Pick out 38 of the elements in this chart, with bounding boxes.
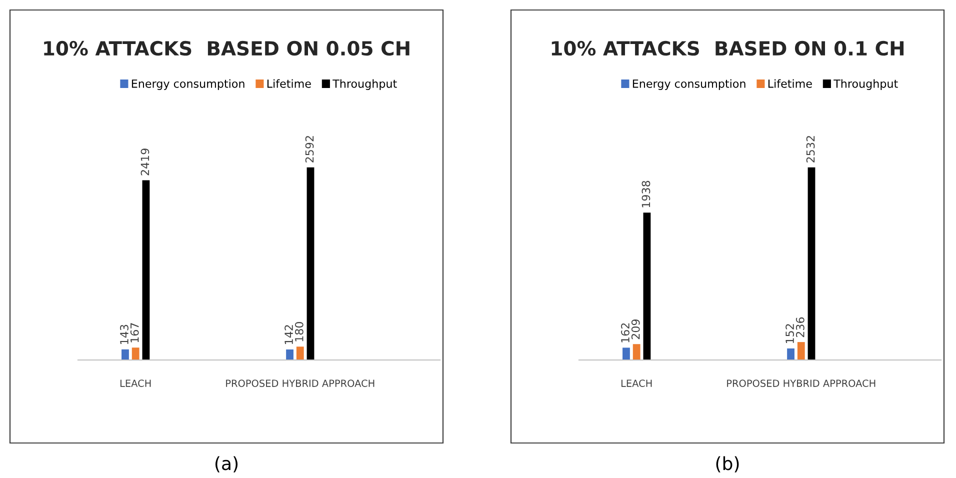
bar — [632, 344, 640, 360]
data-label: 180 — [294, 322, 304, 342]
legend-label: Lifetime — [267, 79, 311, 88]
data-label: 167 — [130, 323, 139, 342]
data-label: 2419 — [140, 148, 150, 176]
bar — [286, 349, 294, 360]
x-tick-label: LEACH — [120, 380, 151, 387]
bar — [808, 167, 816, 360]
bar — [787, 348, 794, 360]
bar — [142, 180, 150, 360]
chart-title: 10% ATTACKS BASED ON 0.1 CH — [552, 40, 904, 56]
data-label: 236 — [796, 317, 804, 338]
bar — [643, 212, 651, 360]
data-label: 142 — [284, 325, 293, 344]
data-label: 209 — [631, 320, 640, 340]
x-tick-label: PROPOSED HYBRID APPROACH — [727, 380, 876, 387]
data-label: 1938 — [642, 180, 650, 208]
bar — [622, 348, 630, 360]
data-label: 162 — [621, 323, 630, 342]
legend-label: Throughput — [332, 79, 397, 90]
bar — [306, 167, 314, 360]
legend-label: Energy consumption — [632, 79, 746, 90]
data-label: 152 — [786, 324, 794, 344]
x-tick-label: PROPOSED HYBRID APPROACH — [226, 380, 374, 387]
bar — [296, 346, 304, 360]
x-tick-label: LEACH — [621, 380, 652, 387]
data-label: 2592 — [305, 136, 314, 162]
legend-label: Energy consumption — [132, 79, 244, 90]
data-label: 2532 — [806, 136, 815, 162]
bar — [122, 349, 129, 360]
legend-label: Throughput — [834, 79, 898, 90]
data-label: 143 — [120, 324, 128, 344]
text: (b) — [716, 456, 739, 472]
bar — [797, 342, 805, 360]
bar — [132, 348, 140, 360]
chart-title: 10% ATTACKS BASED ON 0.05 CH — [44, 40, 410, 56]
text: (a) — [215, 456, 238, 472]
legend-label: Lifetime — [768, 79, 812, 88]
